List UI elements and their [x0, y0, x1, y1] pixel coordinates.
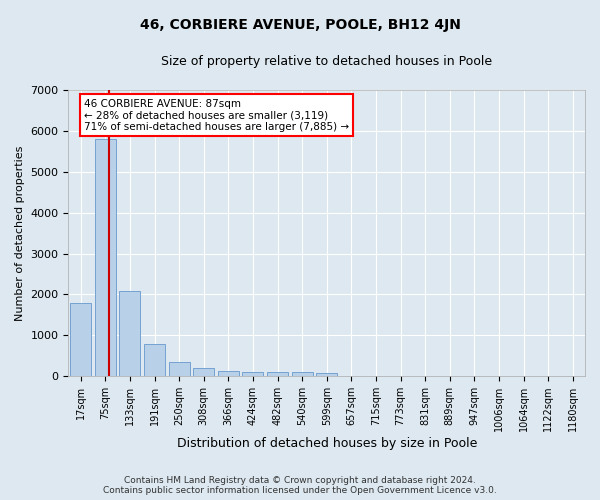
Title: Size of property relative to detached houses in Poole: Size of property relative to detached ho…	[161, 55, 492, 68]
Bar	[242, 372, 263, 376]
Text: 46, CORBIERE AVENUE, POOLE, BH12 4JN: 46, CORBIERE AVENUE, POOLE, BH12 4JN	[140, 18, 460, 32]
Bar	[218, 371, 239, 376]
Bar	[193, 368, 214, 376]
Bar	[169, 362, 190, 376]
Bar	[119, 291, 140, 376]
X-axis label: Distribution of detached houses by size in Poole: Distribution of detached houses by size …	[176, 437, 477, 450]
Bar	[267, 372, 288, 376]
Bar	[95, 139, 116, 376]
Y-axis label: Number of detached properties: Number of detached properties	[15, 146, 25, 321]
Bar	[292, 372, 313, 376]
Text: Contains HM Land Registry data © Crown copyright and database right 2024.
Contai: Contains HM Land Registry data © Crown c…	[103, 476, 497, 495]
Bar	[144, 344, 165, 376]
Bar	[316, 374, 337, 376]
Bar	[70, 304, 91, 376]
Text: 46 CORBIERE AVENUE: 87sqm
← 28% of detached houses are smaller (3,119)
71% of se: 46 CORBIERE AVENUE: 87sqm ← 28% of detac…	[84, 98, 349, 132]
